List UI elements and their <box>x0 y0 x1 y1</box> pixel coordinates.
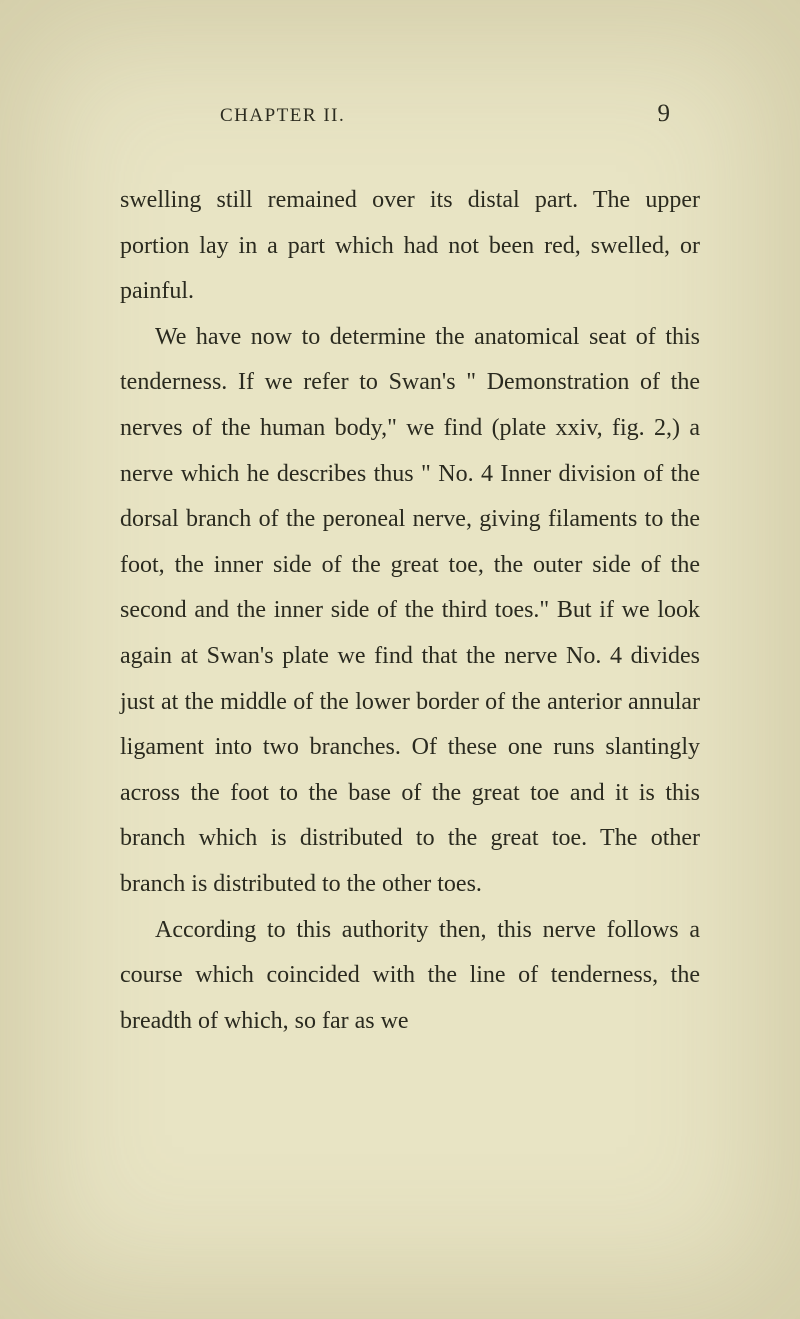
chapter-label: CHAPTER II. <box>220 105 345 127</box>
body-text: swelling still remained over its distal … <box>120 178 700 1044</box>
page-content: CHAPTER II. 9 swelling still remained ov… <box>0 0 800 1124</box>
paragraph: swelling still remained over its distal … <box>120 178 700 315</box>
paragraph: We have now to determine the anatomical … <box>120 315 700 908</box>
page-number: 9 <box>658 100 671 128</box>
paragraph: According to this authority then, this n… <box>120 908 700 1045</box>
running-header: CHAPTER II. 9 <box>220 100 670 128</box>
